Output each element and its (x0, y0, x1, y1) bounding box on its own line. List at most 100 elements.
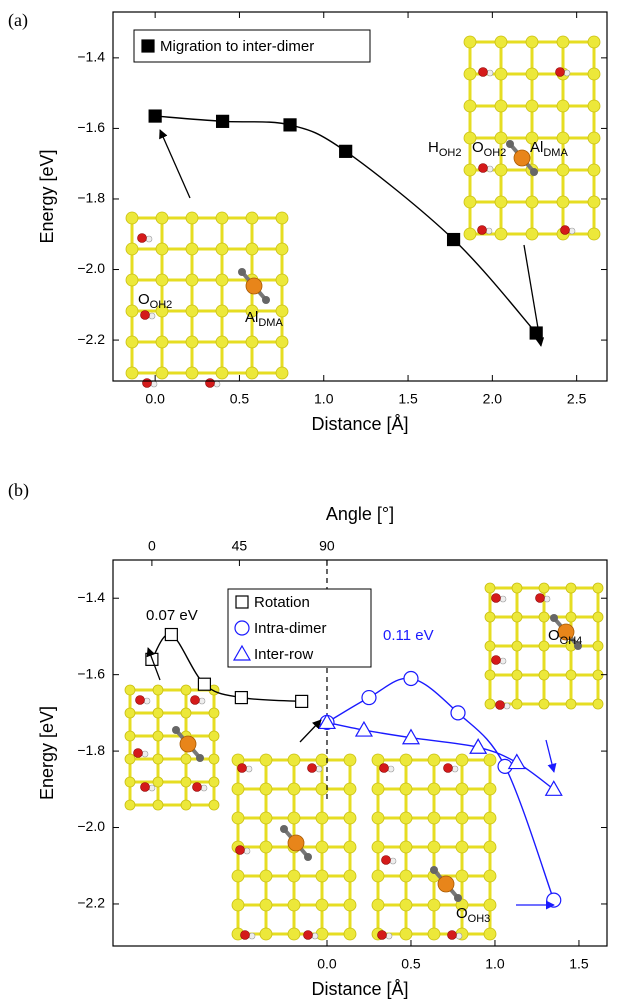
si-atom (399, 782, 413, 796)
h-atom (485, 227, 493, 235)
annotation-subscript: OH3 (468, 913, 491, 925)
o-atom (491, 593, 501, 603)
h-atom (143, 697, 151, 705)
si-atom (371, 811, 385, 825)
si-atom (399, 927, 413, 941)
si-atom (185, 211, 199, 225)
si-atom (152, 707, 164, 719)
si-atom (275, 335, 289, 349)
chart: (b) −1.4 −1.6 −1.8 −2.0 −2.2 0.0 0.5 1.0 1.5 0 45 90… (8, 480, 608, 999)
data-point (507, 753, 526, 770)
y-tick-label: −2.0 (77, 260, 105, 276)
annotation: 0.11 eV (383, 627, 434, 644)
o-atom (142, 378, 152, 388)
si-atom (455, 898, 469, 912)
si-atom (245, 366, 259, 380)
si-atom (245, 304, 259, 318)
si-atom (494, 99, 508, 113)
annotation-text: Al (530, 139, 543, 156)
h-atom (503, 702, 511, 710)
si-atom (455, 753, 469, 767)
si-atom (427, 927, 441, 941)
annotation-text: O (472, 139, 484, 156)
si-atom (587, 227, 601, 241)
si-atom (152, 684, 164, 696)
data-point (283, 118, 297, 132)
si-atom (494, 163, 508, 177)
si-atom (152, 753, 164, 765)
data-point (317, 713, 337, 730)
o-atom (192, 782, 202, 792)
o-atom (447, 930, 457, 940)
si-atom (180, 684, 192, 696)
si-atom (483, 840, 497, 854)
si-atom (494, 195, 508, 209)
data-point (450, 705, 466, 721)
data-point (215, 114, 230, 128)
o-atom (240, 930, 250, 940)
si-atom (155, 335, 169, 349)
annotation: OOH4 (548, 627, 582, 647)
si-atom (208, 776, 220, 788)
data-point (529, 326, 543, 340)
si-atom (463, 99, 477, 113)
si-atom (287, 869, 301, 883)
x-tick-label: 1.5 (569, 956, 589, 972)
h-atom (563, 69, 571, 77)
si-atom (455, 811, 469, 825)
si-atom (565, 698, 577, 710)
arrow (299, 719, 322, 743)
legend-box (133, 29, 371, 63)
c-atom (454, 894, 462, 902)
o-atom (535, 593, 545, 603)
panel-label: (a) (8, 10, 28, 31)
si-atom (371, 782, 385, 796)
si-atom (511, 698, 523, 710)
x2-axis-label: Angle [°] (326, 504, 394, 524)
o-atom (560, 225, 570, 235)
si-atom (556, 163, 570, 177)
y-axis-label: Energy [eV] (37, 149, 57, 243)
x-tick-label: 1.5 (398, 391, 418, 407)
si-atom (455, 782, 469, 796)
si-atom (463, 67, 477, 81)
si-atom (185, 304, 199, 318)
si-atom (152, 799, 164, 811)
legend-label: Migration to inter-dimer (160, 38, 314, 55)
si-atom (592, 698, 604, 710)
annotation-text: Al (245, 309, 258, 326)
si-atom (152, 730, 164, 742)
si-atom (484, 582, 496, 594)
si-atom (399, 840, 413, 854)
si-atom (275, 211, 289, 225)
si-atom (399, 869, 413, 883)
si-atom (427, 753, 441, 767)
y-tick-label: −1.4 (77, 589, 105, 605)
h-atom (148, 784, 156, 792)
x-axis-label: Distance [Å] (311, 414, 408, 434)
si-atom (427, 898, 441, 912)
si-atom (399, 753, 413, 767)
si-atom (287, 927, 301, 941)
annotation-subscript: OH2 (150, 299, 173, 311)
al-atom (437, 875, 455, 893)
y-tick-label: −1.6 (77, 665, 105, 681)
si-atom (125, 304, 139, 318)
si-atom (208, 799, 220, 811)
si-atom (483, 753, 497, 767)
o-atom (555, 67, 565, 77)
si-atom (185, 242, 199, 256)
o-atom (491, 655, 501, 665)
si-atom (463, 227, 477, 241)
si-atom (556, 131, 570, 145)
h-atom (141, 750, 149, 758)
legend-label: Inter-row (254, 646, 313, 663)
h-atom (389, 857, 397, 865)
si-atom (245, 211, 259, 225)
c-atom (550, 614, 558, 622)
si-atom (215, 242, 229, 256)
x-tick-label: 2.0 (483, 391, 503, 407)
plot-frame (112, 11, 608, 382)
si-atom (180, 753, 192, 765)
annotation-subscript: OH2 (439, 147, 462, 159)
